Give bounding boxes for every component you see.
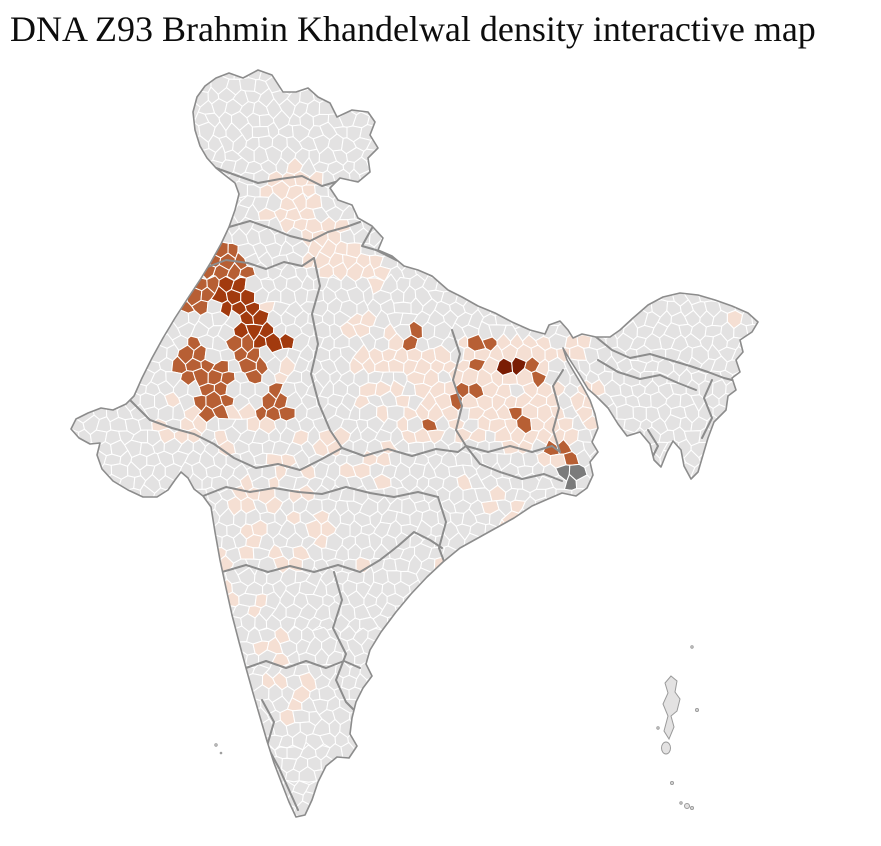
districts-layer [64, 70, 758, 817]
district-cell[interactable] [394, 605, 412, 622]
district-cell[interactable] [649, 463, 668, 480]
page-title: DNA Z93 Brahmin Khandelwal density inter… [10, 9, 816, 49]
district-cell[interactable] [225, 637, 239, 654]
lakshadweep-islands[interactable] [214, 743, 223, 755]
district-cell[interactable] [238, 77, 257, 92]
district-cell[interactable] [518, 508, 534, 527]
district-cell[interactable] [96, 392, 115, 410]
district-cell[interactable] [393, 301, 412, 315]
andaman-nicobar-islands[interactable] [656, 645, 699, 810]
district-cell[interactable] [489, 299, 507, 317]
district-cell[interactable] [356, 696, 368, 714]
district-cell[interactable] [204, 159, 224, 177]
district-cell[interactable] [386, 614, 405, 630]
district-cell[interactable] [683, 476, 703, 494]
district-cell[interactable] [137, 344, 153, 364]
country-outline [70, 69, 759, 818]
district-cell[interactable] [237, 545, 255, 560]
district-cell[interactable] [333, 756, 351, 772]
district-cell[interactable] [616, 403, 635, 421]
district-cell[interactable] [185, 121, 201, 139]
district-cell[interactable] [497, 519, 510, 541]
district-cell[interactable] [292, 709, 310, 724]
district-cell[interactable] [534, 496, 553, 513]
district-cell[interactable] [164, 486, 182, 503]
district-cell[interactable] [64, 428, 80, 446]
district-cell[interactable] [555, 488, 573, 505]
